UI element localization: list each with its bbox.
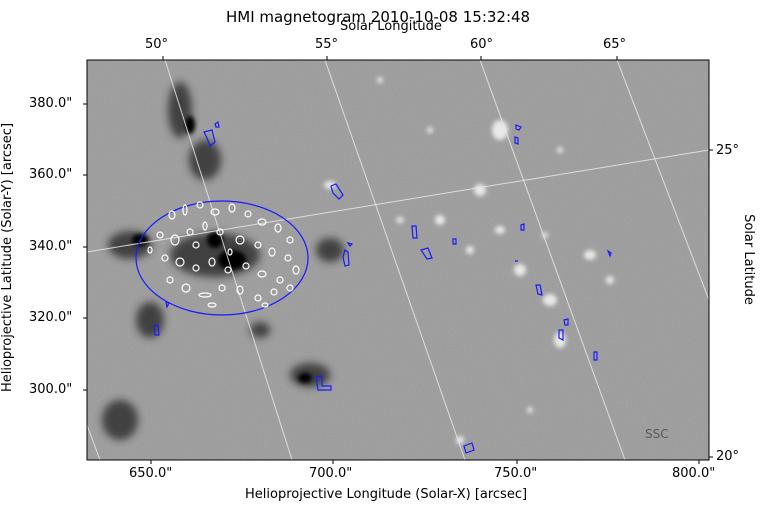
- top-tick-label: 55°: [315, 37, 339, 52]
- x-tick-marks: [150, 460, 700, 464]
- y-tick-label: 360.0": [29, 167, 73, 182]
- y-tick-label: 320.0": [29, 310, 73, 325]
- right-tick-marks: [709, 149, 713, 458]
- top-axis-label: Solar Longitude: [340, 19, 442, 34]
- watermark-text: SSC: [645, 427, 669, 441]
- top-tick-label: 65°: [603, 37, 627, 52]
- dark-flux-cores: [132, 116, 312, 383]
- x-axis-label: Helioprojective Longitude (Solar-X) [arc…: [245, 487, 528, 502]
- y-tick-label: 380.0": [29, 96, 73, 111]
- x-tick-label: 800.0": [672, 466, 716, 481]
- right-tick-label: 20°: [716, 449, 740, 464]
- y-tick-label: 300.0": [29, 382, 73, 397]
- blue-contours: [135, 121, 612, 454]
- x-tick-label: 650.0": [129, 466, 173, 481]
- top-tick-label: 50°: [145, 37, 169, 52]
- x-tick-label: 700.0": [309, 466, 353, 481]
- x-tick-label: 750.0": [494, 466, 538, 481]
- top-tick-label: 60°: [470, 37, 494, 52]
- y-tick-marks: [83, 103, 87, 391]
- right-tick-label: 25°: [716, 143, 740, 158]
- white-contours: [147, 201, 300, 308]
- top-tick-marks: [162, 56, 618, 60]
- plot-title: HMI magnetogram 2010-10-08 15:32:48: [226, 8, 531, 26]
- plot-frame: [86, 59, 710, 461]
- y-tick-label: 340.0": [29, 239, 73, 254]
